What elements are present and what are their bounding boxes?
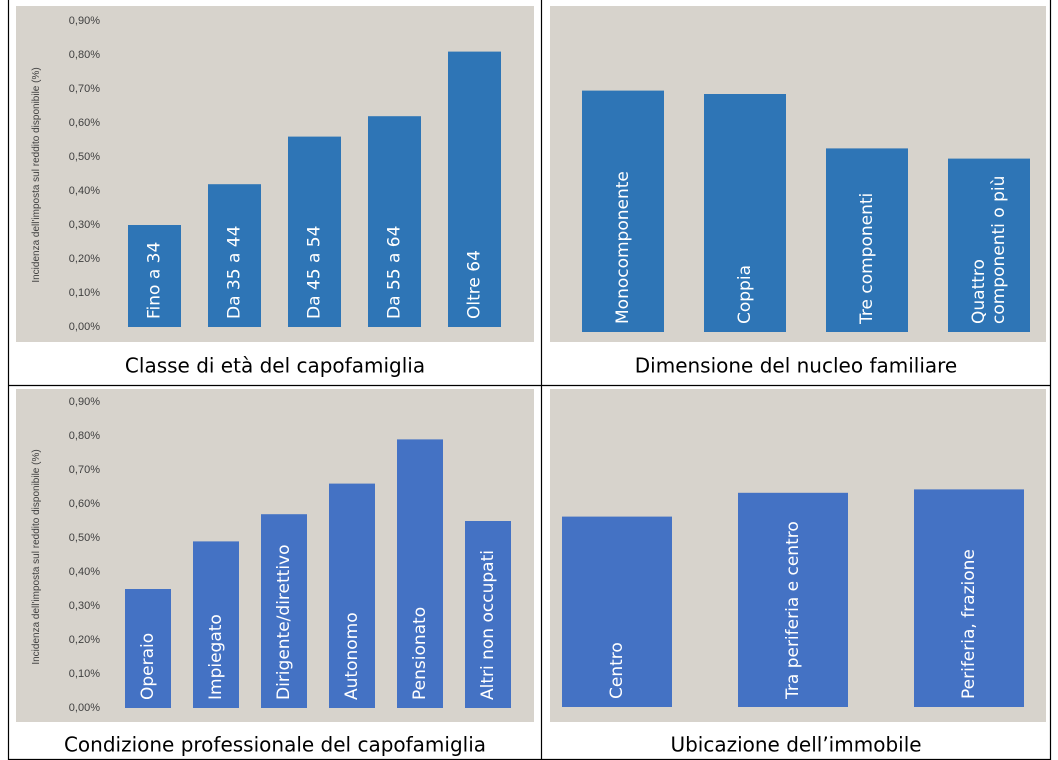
bar xyxy=(738,492,848,707)
bar-label: Da 35 a 44 xyxy=(225,226,245,319)
y-tick-label: 0,90% xyxy=(69,396,100,408)
y-tick-label: 0,00% xyxy=(69,321,100,333)
bar-label: Dirigente/direttivo xyxy=(274,544,294,700)
bar-label: Tre componenti xyxy=(857,193,877,325)
y-tick-label: 0,10% xyxy=(69,668,100,680)
chart-caption: Ubicazione dell’immobile xyxy=(670,733,921,757)
bar xyxy=(562,516,672,707)
bar-label: Monocomponente xyxy=(613,171,633,324)
y-tick-label: 0,00% xyxy=(69,702,100,714)
bar xyxy=(125,589,171,708)
bar-label: Da 45 a 54 xyxy=(305,226,325,319)
bar xyxy=(914,489,1024,707)
bar-label: Tra periferia e centro xyxy=(783,521,803,700)
bar xyxy=(704,94,786,332)
bar xyxy=(193,541,239,708)
bar-label: Fino a 34 xyxy=(145,242,165,319)
bar xyxy=(948,158,1030,332)
bar-label: Centro xyxy=(607,642,627,699)
y-tick-label: 0,20% xyxy=(69,253,100,265)
plot-background xyxy=(16,6,534,342)
y-tick-label: 0,30% xyxy=(69,600,100,612)
chart-caption: Classe di età del capofamiglia xyxy=(125,354,425,378)
y-tick-label: 0,50% xyxy=(69,532,100,544)
bar-label: Impiegato xyxy=(206,614,226,700)
y-tick-label: 0,60% xyxy=(69,117,100,129)
y-axis-title: Incidenza dell'imposta sul reddito dispo… xyxy=(31,449,42,664)
y-tick-label: 0,90% xyxy=(69,15,100,27)
y-tick-label: 0,80% xyxy=(69,430,100,442)
bar-label: Periferia, frazione xyxy=(959,549,979,699)
y-tick-label: 0,30% xyxy=(69,219,100,231)
bar xyxy=(208,184,261,327)
bar-label: Da 55 a 64 xyxy=(385,226,405,319)
bar-label: Operaio xyxy=(138,633,158,700)
bar-label: Autonomo xyxy=(342,612,362,700)
y-tick-label: 0,20% xyxy=(69,634,100,646)
y-tick-label: 0,10% xyxy=(69,287,100,299)
bar-label: Oltre 64 xyxy=(465,250,485,319)
bar xyxy=(128,225,181,327)
bar-label: Quattrocomponenti o più xyxy=(969,176,1009,324)
y-tick-label: 0,40% xyxy=(69,566,100,578)
y-tick-label: 0,70% xyxy=(69,83,100,95)
y-tick-label: 0,40% xyxy=(69,185,100,197)
bar xyxy=(329,483,375,708)
bar xyxy=(465,521,511,708)
bar-label: Coppia xyxy=(735,265,755,324)
y-tick-label: 0,50% xyxy=(69,151,100,163)
y-tick-label: 0,70% xyxy=(69,464,100,476)
bar xyxy=(288,136,341,327)
y-axis-title: Incidenza dell'imposta sul reddito dispo… xyxy=(31,67,42,282)
bar xyxy=(826,148,908,332)
bar xyxy=(448,51,501,327)
bar-label: Pensionato xyxy=(410,607,430,700)
chart-caption: Condizione professionale del capofamigli… xyxy=(64,733,486,757)
bar-label: Altri non occupati xyxy=(478,550,498,700)
bar xyxy=(261,514,307,708)
bar xyxy=(368,116,421,327)
bar xyxy=(582,90,664,332)
y-tick-label: 0,80% xyxy=(69,49,100,61)
chart-caption: Dimensione del nucleo familiare xyxy=(635,354,957,378)
bar xyxy=(397,439,443,708)
y-tick-label: 0,60% xyxy=(69,498,100,510)
